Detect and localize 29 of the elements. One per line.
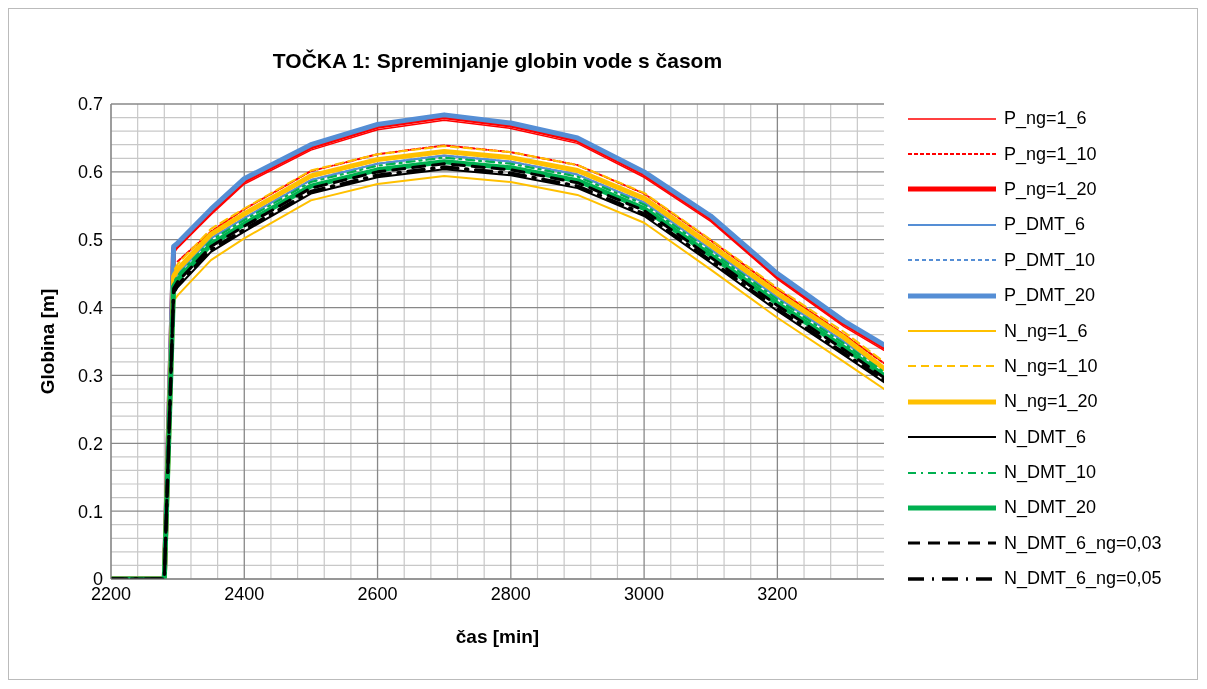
x-tick-label: 2400 <box>224 583 265 604</box>
x-tick-label: 2600 <box>357 583 398 604</box>
legend-label: N_DMT_6 <box>1004 426 1087 448</box>
legend-label: P_ng=1_6 <box>1004 108 1087 130</box>
legend-label: N_ng=1_10 <box>1004 355 1098 377</box>
legend-label: P_DMT_20 <box>1004 285 1096 307</box>
x-tick-label: 2800 <box>490 583 531 604</box>
legend-label: P_ng=1_10 <box>1004 143 1097 165</box>
legend-label: N_DMT_10 <box>1004 462 1097 484</box>
x-tick-label: 3000 <box>624 583 665 604</box>
legend-label: N_DMT_6_ng=0,05 <box>1004 568 1162 590</box>
y-tick-label: 0.4 <box>77 297 103 318</box>
y-tick-label: 0.7 <box>77 94 103 115</box>
y-axis-title: Globina [m] <box>36 288 58 395</box>
chart-title: TOČKA 1: Spreminjanje globin vode s časom <box>271 49 724 73</box>
y-tick-label: 0.5 <box>77 230 103 251</box>
legend-label: N_ng=1_20 <box>1004 391 1098 413</box>
legend-label: P_DMT_10 <box>1004 249 1096 271</box>
y-tick-label: 0.6 <box>77 162 103 183</box>
legend-label: N_DMT_6_ng=0,03 <box>1004 532 1162 554</box>
legend-label: P_ng=1_20 <box>1004 178 1097 200</box>
legend-label: N_DMT_20 <box>1004 497 1097 519</box>
x-tick-label: 3200 <box>757 583 798 604</box>
y-tick-label: 0.3 <box>77 365 103 386</box>
y-tick-label: 0.1 <box>77 501 103 522</box>
legend-label: N_ng=1_6 <box>1004 320 1088 342</box>
y-tick-label: 0.2 <box>77 433 103 454</box>
x-axis-title: čas [min] <box>455 626 540 647</box>
legend-label: P_DMT_6 <box>1004 214 1086 236</box>
